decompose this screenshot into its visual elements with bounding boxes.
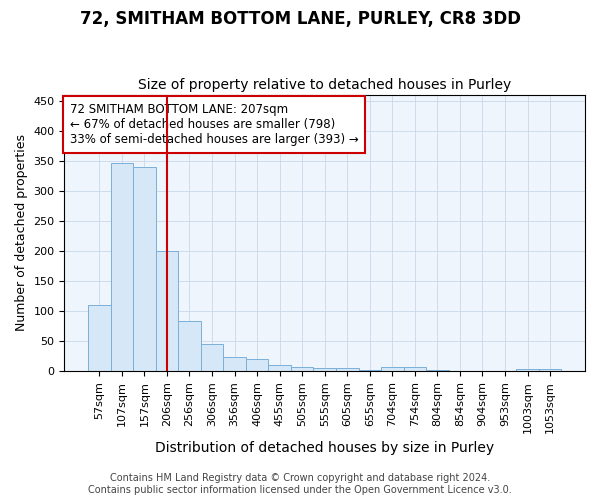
Bar [133, 166, 155, 371]
X-axis label: Distribution of detached houses by size in Purley: Distribution of detached houses by size … [155, 441, 494, 455]
Bar [223, 357, 246, 371]
Bar [359, 370, 381, 371]
Bar [155, 251, 178, 371]
Bar [404, 367, 426, 371]
Bar [336, 368, 359, 371]
Bar [313, 368, 336, 371]
Bar [381, 367, 404, 371]
Bar [201, 344, 223, 371]
Bar [268, 365, 291, 371]
Text: 72, SMITHAM BOTTOM LANE, PURLEY, CR8 3DD: 72, SMITHAM BOTTOM LANE, PURLEY, CR8 3DD [79, 10, 521, 28]
Bar [539, 369, 562, 371]
Text: Contains HM Land Registry data © Crown copyright and database right 2024.
Contai: Contains HM Land Registry data © Crown c… [88, 474, 512, 495]
Y-axis label: Number of detached properties: Number of detached properties [15, 134, 28, 332]
Bar [88, 305, 110, 371]
Bar [246, 358, 268, 371]
Bar [110, 162, 133, 371]
Bar [426, 370, 449, 371]
Bar [291, 367, 313, 371]
Bar [516, 369, 539, 371]
Text: 72 SMITHAM BOTTOM LANE: 207sqm
← 67% of detached houses are smaller (798)
33% of: 72 SMITHAM BOTTOM LANE: 207sqm ← 67% of … [70, 103, 358, 146]
Title: Size of property relative to detached houses in Purley: Size of property relative to detached ho… [138, 78, 511, 92]
Bar [178, 322, 201, 371]
